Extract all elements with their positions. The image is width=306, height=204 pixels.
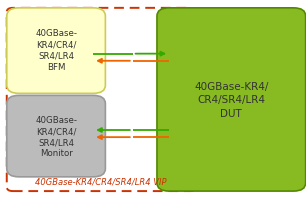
Text: 40GBase-
KR4/CR4/
SR4/LR4
Monitor: 40GBase- KR4/CR4/ SR4/LR4 Monitor xyxy=(35,115,77,157)
Text: 40GBase-
KR4/CR4/
SR4/LR4
BFM: 40GBase- KR4/CR4/ SR4/LR4 BFM xyxy=(35,29,77,71)
Text: 40GBase-KR4/CR4/SR4/LR4 VIP: 40GBase-KR4/CR4/SR4/LR4 VIP xyxy=(35,177,166,186)
FancyBboxPatch shape xyxy=(7,96,105,177)
FancyBboxPatch shape xyxy=(7,9,105,94)
Text: 40GBase-KR4/
CR4/SR4/LR4
DUT: 40GBase-KR4/ CR4/SR4/LR4 DUT xyxy=(194,82,268,118)
FancyBboxPatch shape xyxy=(157,9,306,191)
